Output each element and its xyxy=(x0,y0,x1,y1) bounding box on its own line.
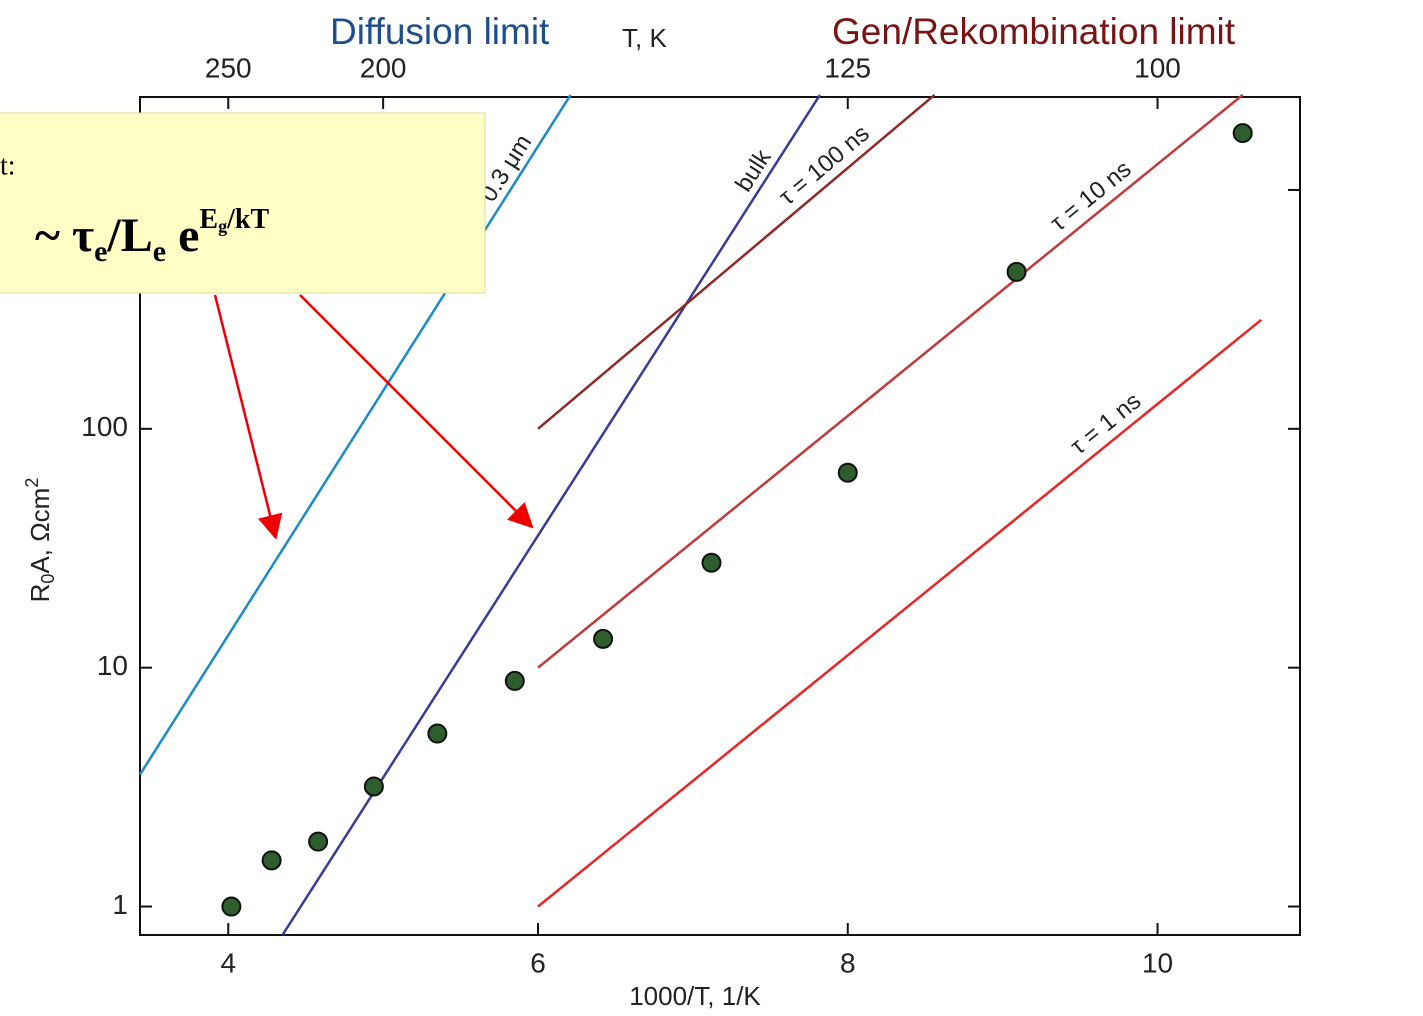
top-tick-label: 250 xyxy=(205,52,252,83)
line-label: bulk xyxy=(730,144,777,196)
arrow xyxy=(213,294,283,540)
line-label: τ = 100 ns xyxy=(774,120,875,211)
data-point xyxy=(593,628,614,649)
formula-part: E xyxy=(199,204,218,235)
x-axis-label: 1000/T, 1/K xyxy=(629,981,761,1011)
data-point xyxy=(261,850,282,871)
model-line xyxy=(138,94,572,776)
data-point xyxy=(308,831,329,852)
data-point xyxy=(363,776,384,797)
y-tick-label: 1 xyxy=(112,889,128,920)
formula-part: /kT xyxy=(226,204,269,235)
x-tick-label: 10 xyxy=(1142,947,1173,978)
data-point xyxy=(837,462,858,483)
heading: Diffusion limit xyxy=(330,11,550,52)
formula-part: e xyxy=(153,235,166,268)
x-tick-label: 8 xyxy=(840,947,856,978)
y-label-part: A, Ωcm xyxy=(25,488,55,574)
y-axis-label: R0A, Ωcm2 xyxy=(22,478,58,603)
y-tick-label: 100 xyxy=(81,411,128,442)
top-tick-label: 100 xyxy=(1134,52,1181,83)
data-point xyxy=(1232,123,1253,144)
line-label: τ = 10 ns xyxy=(1045,156,1136,237)
y-label-part: 0 xyxy=(38,574,58,584)
model-line xyxy=(537,93,936,430)
formula-part: e xyxy=(166,209,199,262)
model-line xyxy=(537,93,1244,669)
data-point xyxy=(1006,261,1027,282)
annotation-box xyxy=(0,112,486,294)
heading: Gen/Rekombination limit xyxy=(832,11,1236,52)
formula-part: g xyxy=(218,216,227,236)
data-point xyxy=(504,670,525,691)
data-point xyxy=(427,723,448,744)
annotation-lead: t: xyxy=(0,150,16,181)
top-tick-label: 200 xyxy=(360,52,407,83)
y-label-part: 2 xyxy=(22,478,42,488)
x-tick-label: 6 xyxy=(530,947,546,978)
data-point xyxy=(701,552,722,573)
formula-part: ~ τ xyxy=(35,209,94,262)
plot-frame xyxy=(139,96,1301,936)
y-tick-label: 10 xyxy=(97,650,128,681)
y-label-part: R xyxy=(25,584,55,603)
data-point xyxy=(221,896,242,917)
arrow xyxy=(299,294,534,529)
model-line xyxy=(537,318,1263,908)
top-axis-label: T, K xyxy=(622,23,667,53)
formula-part: e xyxy=(94,235,107,268)
top-tick-label: 125 xyxy=(824,52,871,83)
annotation-formula: ~ τe/Le eEg/kT xyxy=(35,204,269,267)
formula-part: /L xyxy=(106,209,152,262)
x-tick-label: 4 xyxy=(220,947,236,978)
